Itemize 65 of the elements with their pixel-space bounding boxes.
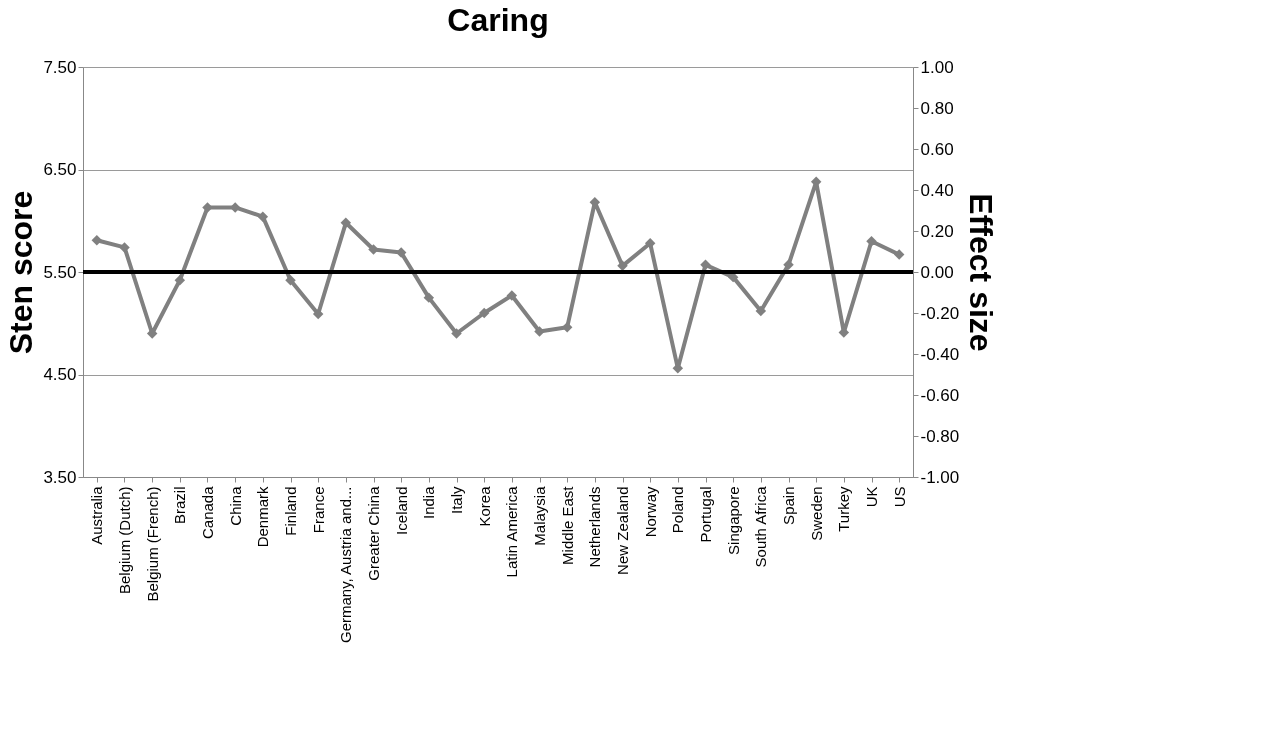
y2-tick-label: -0.80 — [920, 426, 960, 446]
y2-tick-label: -0.60 — [920, 385, 960, 405]
y2-tick-label: 0.00 — [920, 262, 954, 282]
x-tick-label: Greater China — [365, 485, 382, 581]
point — [506, 290, 518, 301]
y2-axis-title: Effect size — [963, 193, 1000, 352]
x-tick-label: France — [309, 486, 327, 534]
y-tick-label: 4.50 — [43, 365, 77, 384]
point — [783, 259, 794, 271]
x-tick-label: Turkey — [835, 486, 853, 532]
x-tick-label: Denmark — [254, 486, 272, 548]
y2-tick-label: -0.20 — [920, 303, 960, 323]
y-tick-label: 5.50 — [43, 262, 77, 282]
x-tick-label: Poland — [669, 486, 687, 534]
y2-tick-label: 0.60 — [920, 139, 954, 159]
y2-tick-label: 0.20 — [920, 221, 954, 241]
x-tick-label: Malaysia — [531, 485, 548, 546]
x-tick-label: Canada — [199, 485, 216, 540]
x-tick-label: India — [420, 485, 438, 520]
point — [478, 307, 490, 319]
point — [257, 211, 269, 222]
y-tick-label: 3.50 — [43, 467, 77, 487]
x-tick-label: Netherlands — [586, 486, 604, 568]
x-tick-label: Spain — [780, 486, 797, 525]
y2-tick-label: 0.80 — [920, 98, 954, 118]
x-tick-label: New Zealand — [614, 486, 631, 575]
x-tick-label: Germany, Austria and... — [337, 486, 355, 643]
x-tick-label: Australia — [88, 485, 106, 545]
x-tick-label: Belgium (Dutch) — [116, 486, 133, 595]
y2-tick-label: -1.00 — [920, 467, 960, 487]
x-tick-label: Middle East — [558, 485, 576, 565]
point — [312, 308, 324, 320]
point — [285, 274, 296, 286]
x-tick-label: Norway — [641, 486, 659, 538]
point — [340, 217, 352, 229]
x-tick-label: Finland — [282, 486, 299, 536]
x-tick-label: Belgium (French) — [143, 486, 161, 602]
x-tick-label: Latin America — [503, 485, 521, 578]
x-tick-label: China — [226, 485, 244, 526]
point — [451, 328, 462, 339]
x-tick-label: Singapore — [724, 486, 742, 555]
point — [866, 236, 877, 247]
y2-tick-label: -0.40 — [920, 344, 960, 364]
x-tick-label: Korea — [475, 485, 493, 527]
point — [174, 274, 186, 286]
x-tick-label: US — [890, 486, 908, 508]
y-tick-label: 7.50 — [43, 57, 77, 77]
x-tick-label: Portugal — [697, 486, 714, 543]
point — [893, 249, 905, 260]
chart-title: Caring — [447, 2, 549, 38]
point — [91, 234, 103, 246]
y2-tick-label: 1.00 — [920, 57, 954, 77]
point — [700, 259, 711, 271]
point — [423, 292, 435, 303]
x-tick-label: Brazil — [171, 486, 189, 525]
point — [119, 242, 130, 253]
y-axis-title: Sten score — [3, 190, 40, 355]
x-tick-label: Sweden — [807, 486, 825, 541]
x-tick-label: Iceland — [392, 486, 410, 535]
x-tick-label: UK — [863, 486, 880, 508]
y2-tick-label: 0.40 — [920, 180, 954, 200]
y-tick-label: 6.50 — [43, 160, 77, 179]
point — [755, 305, 767, 317]
x-tick-label: South Africa — [752, 485, 770, 568]
x-tick-label: Italy — [448, 486, 465, 515]
